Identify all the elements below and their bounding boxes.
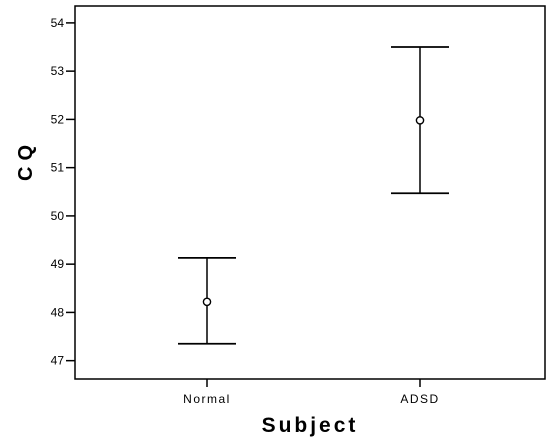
plot-frame <box>74 5 546 380</box>
x-tick-label-adsd: ADSD <box>400 392 439 406</box>
y-tick-label-50: 50 <box>51 209 65 223</box>
x-axis-title: Subject <box>262 414 359 437</box>
mean-marker-normal <box>202 297 212 307</box>
error-bar-adsd <box>391 46 449 195</box>
y-tick-label-47: 47 <box>51 354 65 368</box>
y-tick-label-52: 52 <box>51 112 65 126</box>
error-bar-normal <box>178 256 236 345</box>
x-axis: Normal ADSD <box>183 379 439 406</box>
y-tick-label-54: 54 <box>51 16 65 30</box>
error-bars <box>178 46 449 345</box>
y-tick-label-48: 48 <box>51 305 65 319</box>
y-tick-label-49: 49 <box>51 257 65 271</box>
mean-marker-adsd <box>415 116 425 125</box>
y-tick-label-53: 53 <box>51 64 65 78</box>
y-axis: 47 48 49 50 51 52 53 54 <box>51 16 75 368</box>
y-axis-title: CQ <box>15 139 37 181</box>
y-tick-label-51: 51 <box>51 161 65 175</box>
x-tick-label-normal: Normal <box>183 392 231 406</box>
